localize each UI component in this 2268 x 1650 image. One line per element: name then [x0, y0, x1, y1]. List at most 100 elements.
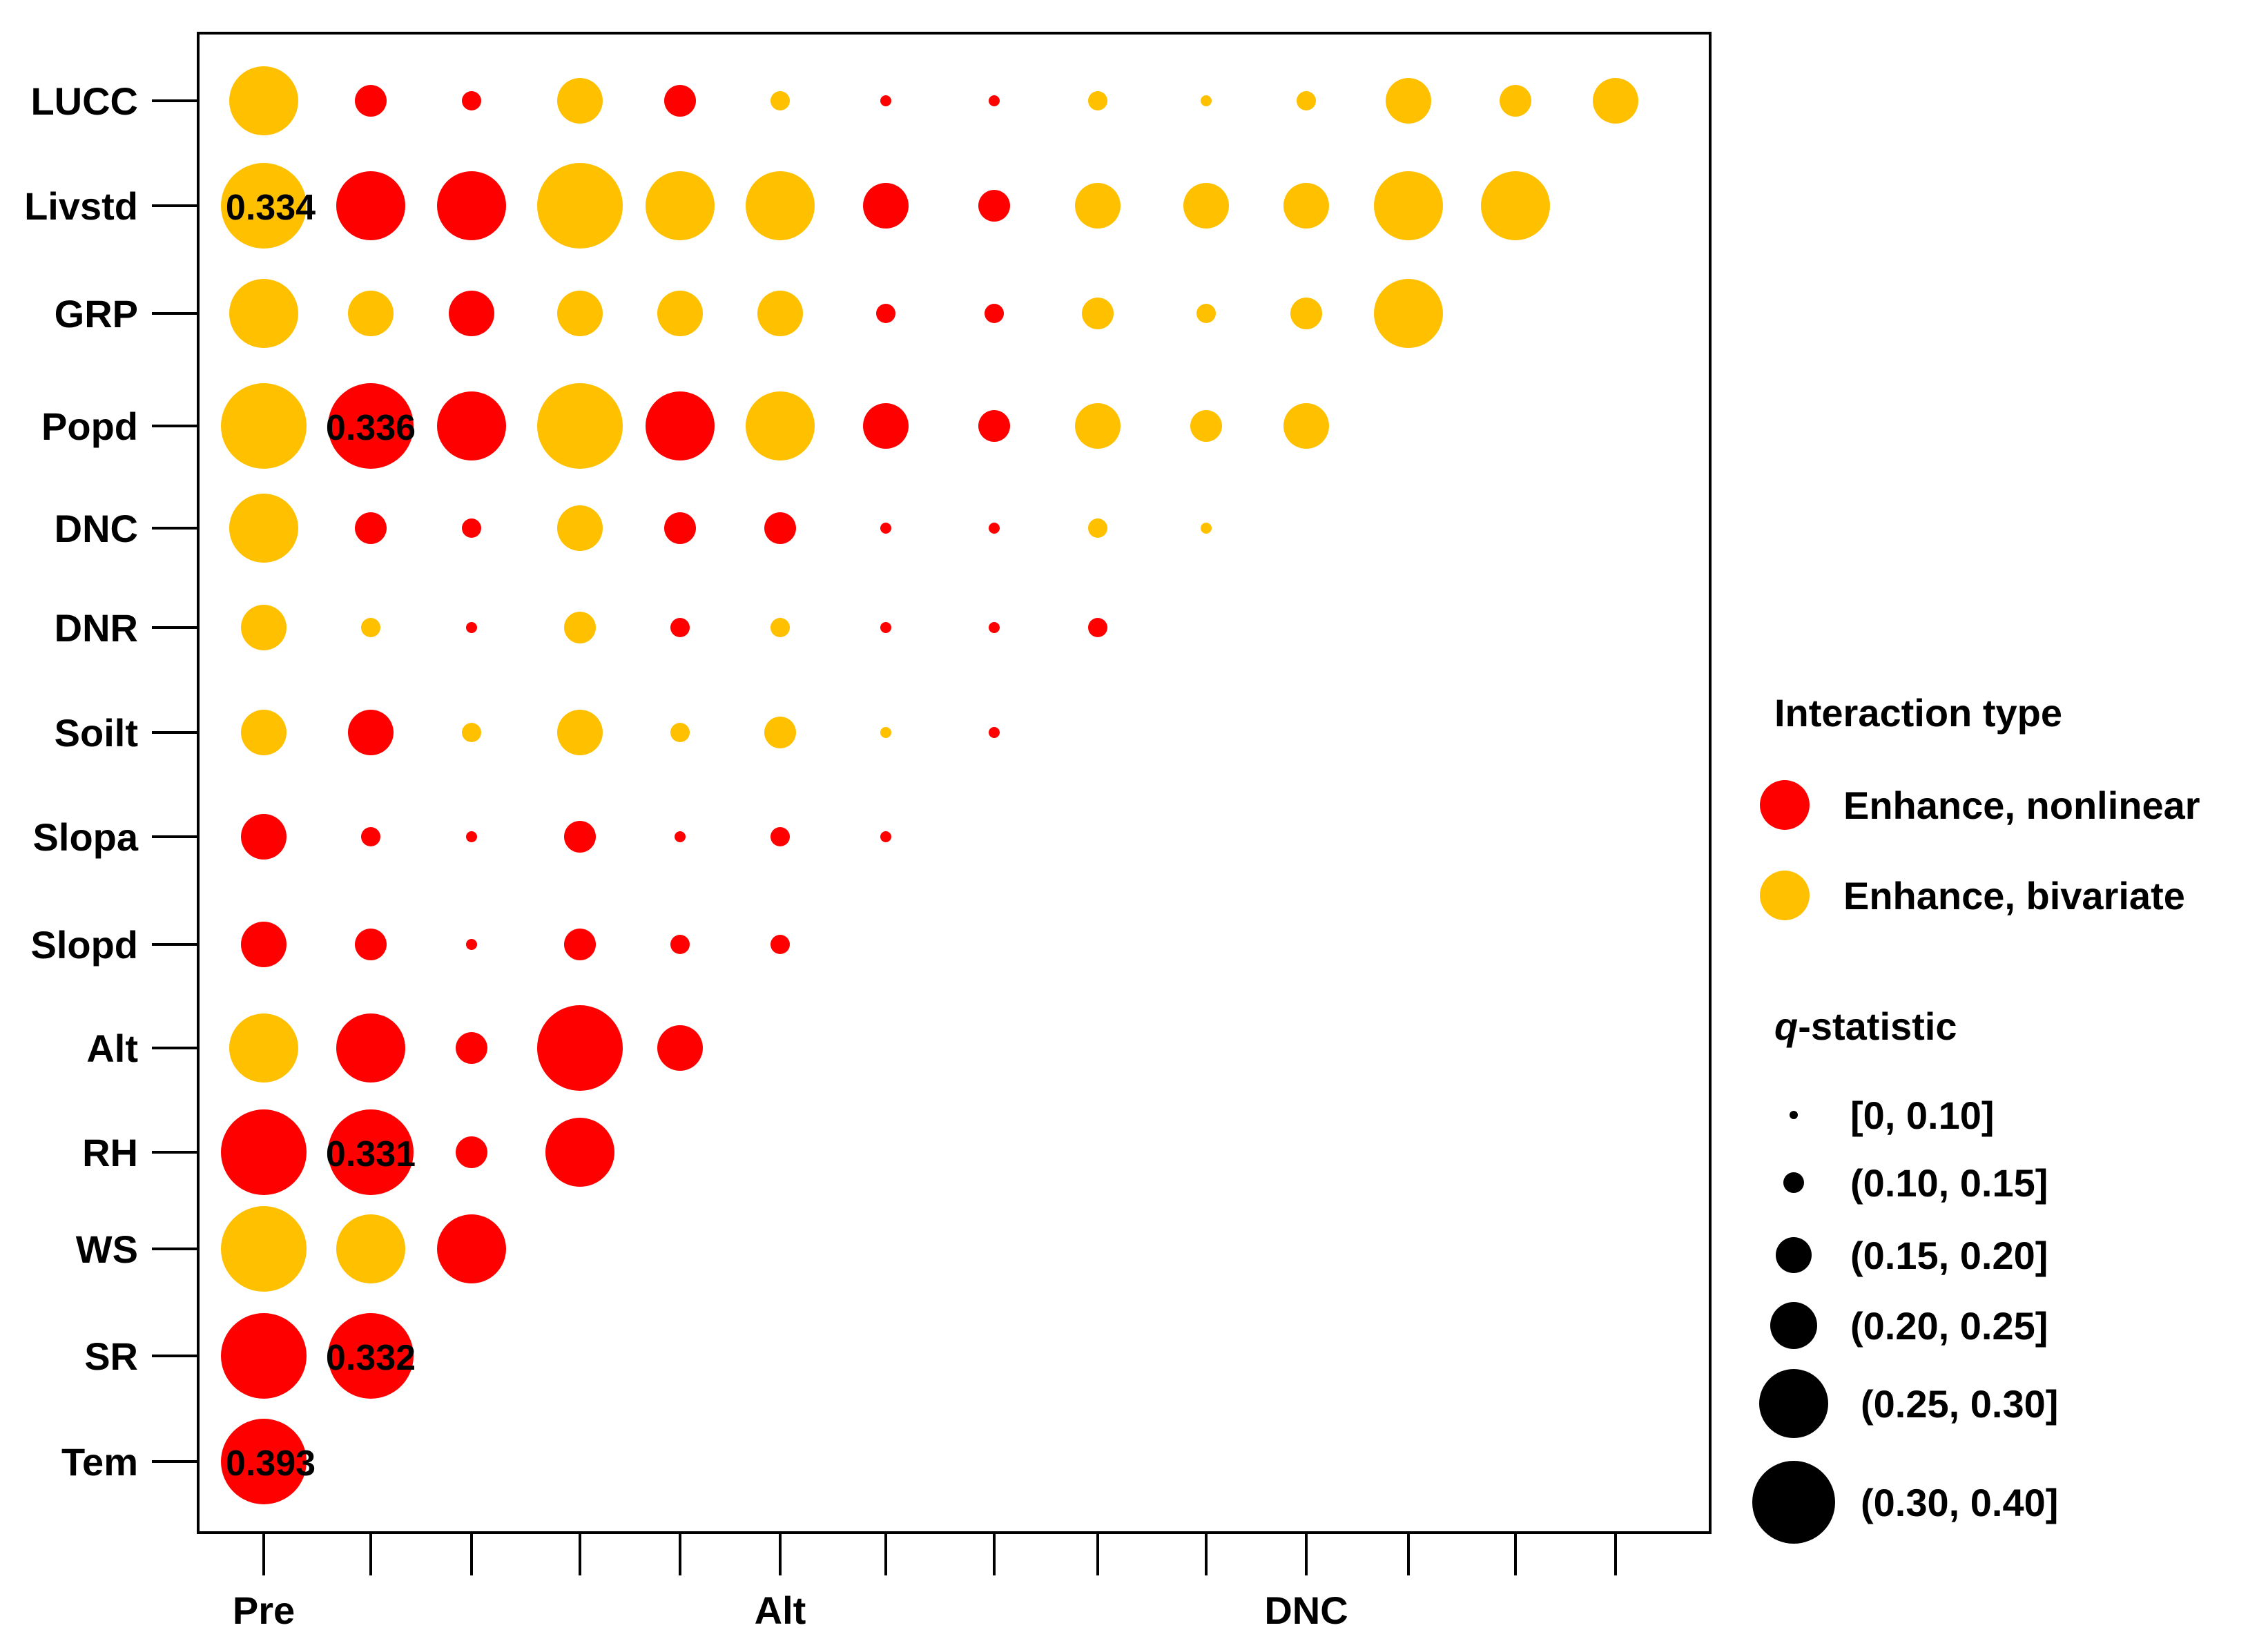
bubble-dnc-8	[1088, 518, 1107, 538]
x-label-dnc: DNC	[1264, 1589, 1348, 1632]
bubble-lucc-3	[557, 78, 603, 124]
legend-size-dot-5	[1752, 1461, 1835, 1544]
y-label-rh: RH	[82, 1131, 138, 1174]
bubble-livstd-6	[863, 183, 909, 229]
x-label-alt: Alt	[755, 1589, 806, 1632]
bubble-lucc-6	[880, 95, 891, 106]
y-label-alt: Alt	[86, 1027, 138, 1070]
y-label-lucc: LUCC	[30, 79, 138, 123]
legend-size-label-1: (0.10, 0.15]	[1850, 1161, 2048, 1205]
bubble-grp-2	[449, 291, 494, 336]
bubble-livstd-5	[746, 171, 815, 240]
legend-swatch-nonlinear	[1760, 780, 1810, 830]
bubble-grp-8	[1082, 298, 1114, 329]
legend-size-label-3: (0.20, 0.25]	[1850, 1304, 2048, 1348]
bubble-popd-9	[1190, 410, 1222, 442]
legend-label-bivariate: Enhance, bivariate	[1843, 874, 2185, 918]
bubble-grp-5	[757, 291, 803, 336]
bubble-slopa-5	[770, 827, 790, 846]
annotations: 0.334 0.336 0.331 0.332 0.393	[226, 188, 416, 1484]
bubble-lucc-11	[1386, 78, 1431, 124]
y-axis: LUCC Livstd GRP Popd DNC DNR Soilt Slopa Slopd Al…	[24, 79, 198, 1484]
legend-size-dot-4	[1759, 1369, 1828, 1438]
bubble-lucc-2	[462, 91, 481, 110]
bubble-slopd-5	[770, 935, 790, 954]
bubble-livstd-8	[1075, 183, 1121, 229]
legend: Interaction type Enhance, nonlinear Enhan…	[1752, 691, 2200, 1544]
bubble-soilt-0	[241, 710, 287, 755]
bubble-popd-8	[1075, 403, 1121, 449]
bubble-alt-1	[336, 1013, 405, 1083]
plot-frame	[197, 32, 1712, 1534]
bubble-livstd-2	[437, 171, 506, 240]
legend-size-dot-3	[1770, 1302, 1817, 1349]
bubble-grp-7	[985, 304, 1004, 323]
bubble-dnr-5	[770, 618, 790, 637]
annotation-livstd: 0.334	[226, 188, 316, 228]
bubble-slopd-2	[466, 939, 477, 950]
bubble-dnc-1	[355, 512, 387, 544]
legend-size-title-rest: -statistic	[1798, 1004, 1957, 1048]
bubble-dnr-3	[564, 612, 596, 643]
bubble-slopa-2	[466, 831, 477, 842]
bubble-alt-4	[657, 1025, 703, 1071]
bubble-grid	[221, 66, 1638, 1504]
bubble-popd-6	[863, 403, 909, 449]
bubble-lucc-5	[770, 91, 790, 110]
bubble-slopd-1	[355, 929, 387, 960]
y-label-dnr: DNR	[55, 606, 138, 650]
bubble-popd-1	[328, 383, 414, 469]
bubble-livstd-7	[978, 190, 1010, 222]
bubble-sr-1	[328, 1313, 414, 1399]
annotation-popd: 0.336	[326, 408, 416, 448]
bubble-livstd-3	[537, 163, 623, 249]
bubble-popd-3	[537, 383, 623, 469]
legend-size-title: q-statistic	[1774, 1004, 1957, 1048]
bubble-dnc-4	[664, 512, 696, 544]
legend-size-dot-2	[1776, 1237, 1812, 1273]
bubble-soilt-6	[880, 727, 891, 738]
bubble-soilt-3	[557, 710, 603, 755]
bubble-lucc-1	[355, 85, 387, 117]
bubble-slopa-3	[564, 821, 596, 853]
bubble-popd-7	[978, 410, 1010, 442]
bubble-livstd-1	[336, 171, 405, 240]
bubble-rh-3	[545, 1118, 614, 1187]
bubble-lucc-7	[989, 95, 1000, 106]
bubble-grp-10	[1290, 298, 1322, 329]
y-label-tem: Tem	[61, 1440, 138, 1484]
y-label-popd: Popd	[41, 405, 138, 448]
legend-size-dot-0	[1790, 1111, 1798, 1119]
legend-size-items: [0, 0.10] (0.10, 0.15] (0.15, 0.20] (0.20, …	[1752, 1094, 2058, 1544]
bubble-lucc-12	[1500, 85, 1531, 117]
legend-size-dot-1	[1783, 1172, 1804, 1193]
legend-swatch-bivariate	[1760, 871, 1810, 920]
bubble-slopa-4	[675, 831, 686, 842]
bubble-dnc-0	[229, 494, 298, 563]
bubble-lucc-9	[1201, 95, 1212, 106]
bubble-ws-1	[336, 1214, 405, 1283]
legend-label-nonlinear: Enhance, nonlinear	[1843, 784, 2200, 827]
bubble-dnr-7	[989, 622, 1000, 633]
bubble-lucc-10	[1297, 91, 1316, 110]
bubble-alt-2	[456, 1032, 487, 1064]
legend-type-title: Interaction type	[1774, 691, 2062, 735]
bubble-livstd-10	[1283, 183, 1329, 229]
bubble-grp-9	[1196, 304, 1216, 323]
bubble-rh-2	[456, 1136, 487, 1168]
bubble-grp-6	[876, 304, 895, 323]
bubble-soilt-5	[764, 717, 796, 748]
y-label-slopa: Slopa	[33, 815, 139, 859]
bubble-soilt-1	[348, 710, 394, 755]
bubble-popd-5	[746, 391, 815, 460]
bubble-slopa-1	[361, 827, 380, 846]
bubble-dnr-0	[241, 605, 287, 650]
bubble-alt-3	[537, 1005, 623, 1091]
y-label-dnc: DNC	[55, 507, 138, 550]
y-label-slopd: Slopd	[30, 923, 138, 967]
bubble-ws-0	[221, 1206, 307, 1292]
bubble-lucc-8	[1088, 91, 1107, 110]
bubble-dnr-8	[1088, 618, 1107, 637]
annotation-tem: 0.393	[226, 1444, 316, 1484]
